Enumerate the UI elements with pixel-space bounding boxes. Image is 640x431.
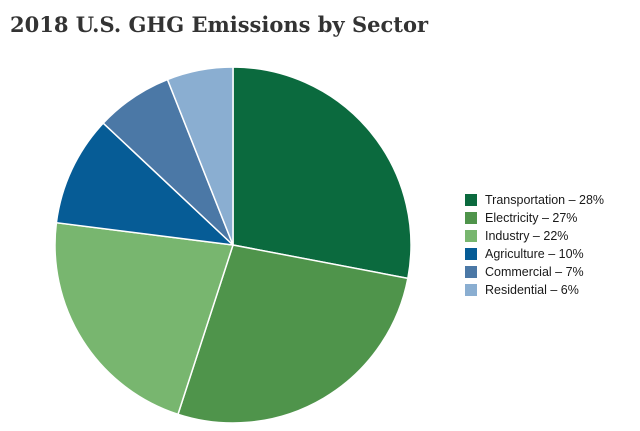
pie-slice-electricity xyxy=(177,244,409,424)
legend-item-agriculture: Agriculture – 10% xyxy=(465,245,604,263)
legend-label: Agriculture – 10% xyxy=(485,247,584,261)
legend-item-industry: Industry – 22% xyxy=(465,227,604,245)
legend-swatch xyxy=(465,212,477,224)
legend: Transportation – 28% Electricity – 27% I… xyxy=(465,191,604,299)
legend-label: Commercial – 7% xyxy=(485,265,584,279)
legend-label: Industry – 22% xyxy=(485,229,569,243)
legend-item-commercial: Commercial – 7% xyxy=(465,263,604,281)
legend-item-electricity: Electricity – 27% xyxy=(465,209,604,227)
legend-swatch xyxy=(465,284,477,296)
pie-slices xyxy=(54,66,412,424)
chart-title: 2018 U.S. GHG Emissions by Sector xyxy=(10,12,429,37)
legend-label: Electricity – 27% xyxy=(485,211,578,225)
pie-slice-industry xyxy=(54,221,234,416)
pie-slice-residential xyxy=(166,66,234,246)
legend-item-residential: Residential – 6% xyxy=(465,281,604,299)
pie-slice-agriculture xyxy=(55,122,236,247)
pie-slice-transportation xyxy=(232,66,412,280)
legend-item-transportation: Transportation – 28% xyxy=(465,191,604,209)
legend-swatch xyxy=(465,194,477,206)
legend-swatch xyxy=(465,266,477,278)
legend-swatch xyxy=(465,248,477,260)
legend-swatch xyxy=(465,230,477,242)
legend-label: Residential – 6% xyxy=(485,283,579,297)
legend-label: Transportation – 28% xyxy=(485,193,605,207)
